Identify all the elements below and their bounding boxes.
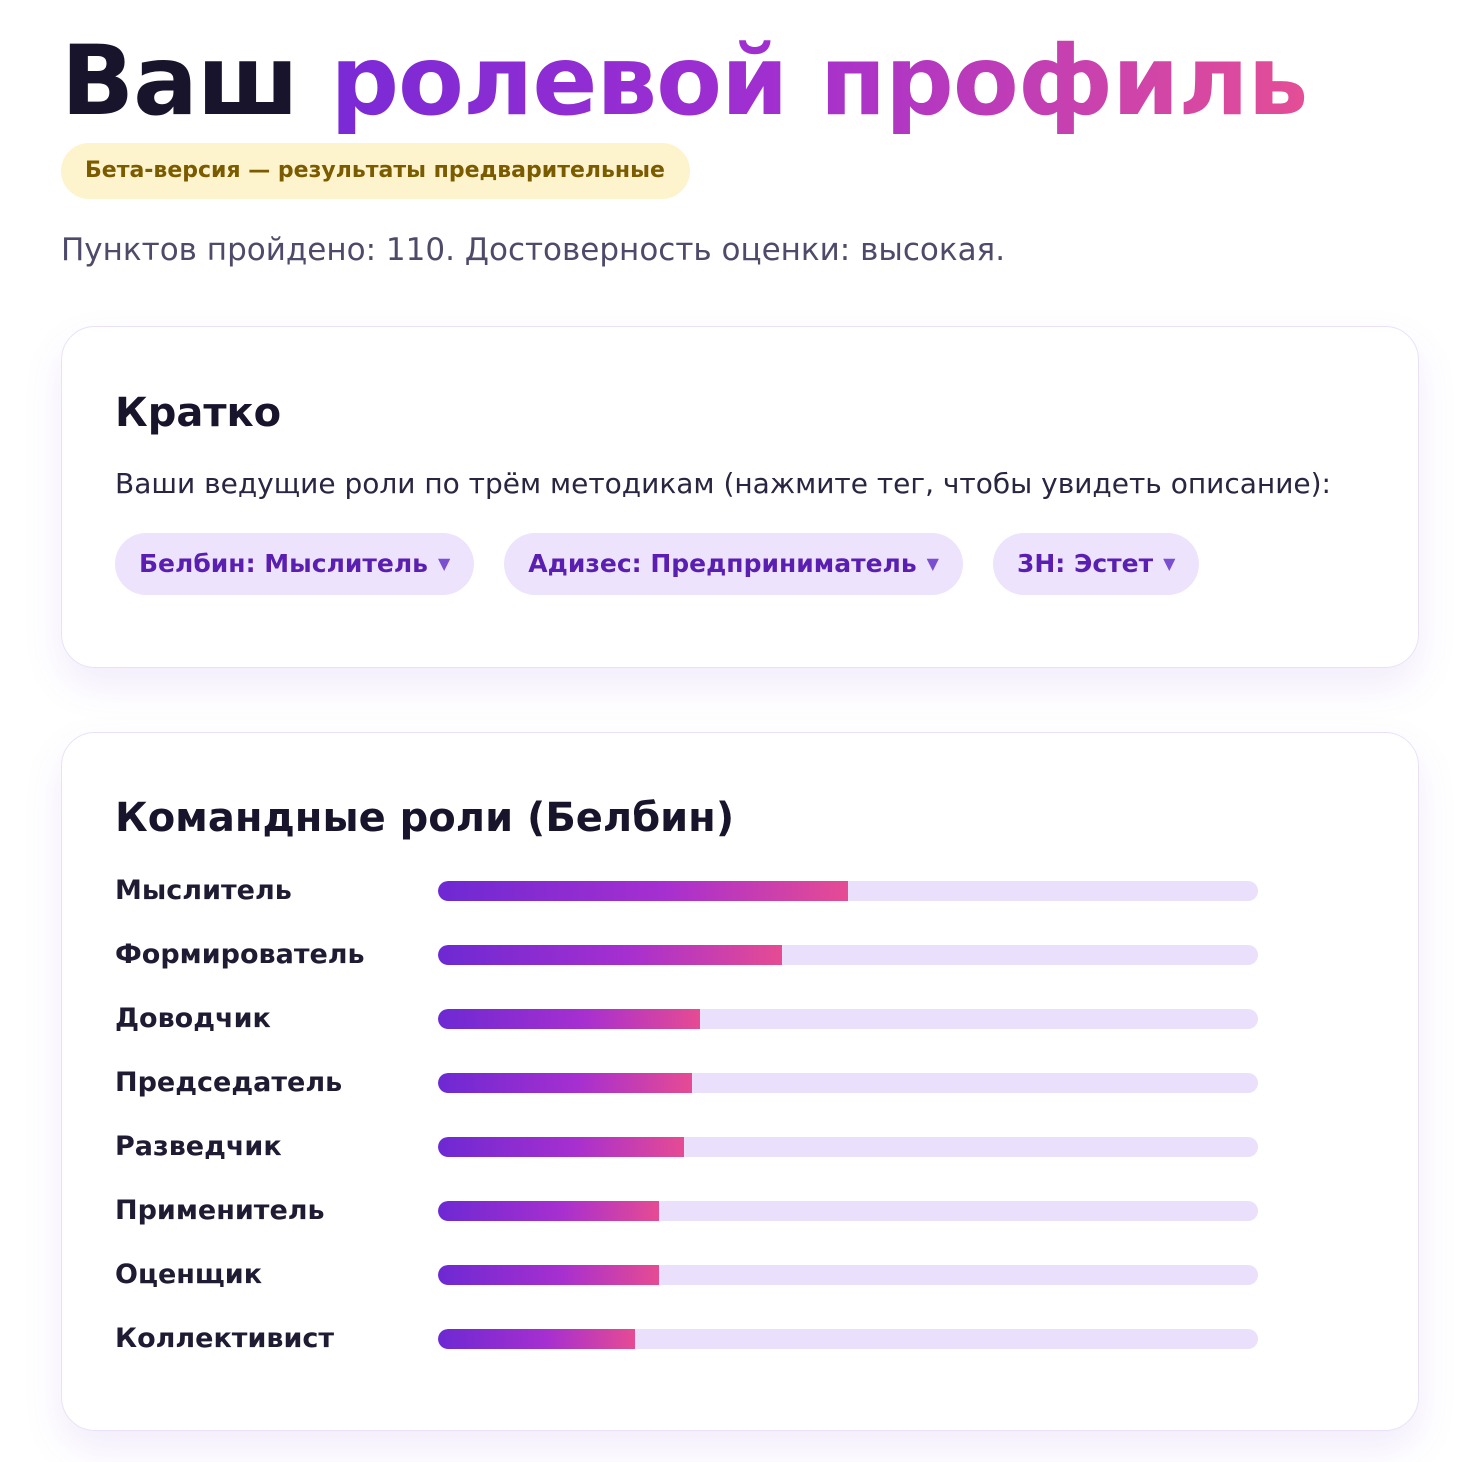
tag-belbin[interactable]: Белбин: Мыслитель ▼ bbox=[115, 533, 475, 595]
role-row: Мыслитель bbox=[115, 873, 1265, 937]
role-row: Формирователь bbox=[115, 937, 1265, 1001]
role-label: Коллективист bbox=[115, 1323, 335, 1354]
role-bar-track bbox=[438, 1073, 1258, 1093]
role-bar-fill bbox=[438, 1009, 701, 1029]
tag-label: 3Н: Эстет bbox=[1016, 549, 1154, 578]
role-label: Доводчик bbox=[115, 1003, 271, 1034]
belbin-title: Командные роли (Белбин) bbox=[115, 795, 735, 841]
belbin-card: Командные роли (Белбин) Мыслитель Формир… bbox=[61, 732, 1419, 1431]
role-row: Оценщик bbox=[115, 1257, 1265, 1321]
role-bar-fill bbox=[438, 945, 783, 965]
chevron-down-icon: ▼ bbox=[926, 554, 939, 573]
role-bar-track bbox=[438, 1009, 1258, 1029]
role-bar-fill bbox=[438, 1201, 660, 1221]
summary-card: Кратко Ваши ведущие роли по трём методик… bbox=[61, 326, 1419, 668]
summary-intro: Ваши ведущие роли по трём методикам (наж… bbox=[115, 467, 1331, 500]
role-bar-track bbox=[438, 881, 1258, 901]
role-row: Применитель bbox=[115, 1193, 1265, 1257]
role-label: Разведчик bbox=[115, 1131, 282, 1162]
role-row: Коллективист bbox=[115, 1321, 1265, 1385]
page-title-accent: ролевой профиль bbox=[330, 25, 1308, 137]
role-bar-track bbox=[438, 1201, 1258, 1221]
role-bar-track bbox=[438, 1265, 1258, 1285]
role-bar-fill bbox=[438, 1265, 660, 1285]
page-title-plain: Ваш bbox=[61, 25, 299, 137]
chevron-down-icon: ▼ bbox=[1163, 554, 1176, 573]
role-bar-track bbox=[438, 1137, 1258, 1157]
role-bar-track bbox=[438, 1329, 1258, 1349]
role-row: Председатель bbox=[115, 1065, 1265, 1129]
tag-label: Адизес: Предприниматель bbox=[528, 549, 917, 578]
beta-badge: Бета-версия — результаты предварительные bbox=[61, 143, 690, 199]
role-bar-fill bbox=[438, 1329, 635, 1349]
assessment-meta: Пунктов пройдено: 110. Достоверность оце… bbox=[61, 232, 1006, 268]
summary-title: Кратко bbox=[115, 390, 282, 436]
role-label: Председатель bbox=[115, 1067, 343, 1098]
tag-label: Белбин: Мыслитель bbox=[139, 549, 428, 578]
role-row: Разведчик bbox=[115, 1129, 1265, 1193]
role-bar-fill bbox=[438, 881, 848, 901]
role-bar-fill bbox=[438, 1137, 684, 1157]
role-bar-track bbox=[438, 945, 1258, 965]
role-label: Оценщик bbox=[115, 1259, 263, 1290]
tag-adizes[interactable]: Адизес: Предприниматель ▼ bbox=[504, 533, 963, 595]
role-row: Доводчик bbox=[115, 1001, 1265, 1065]
tag-3n[interactable]: 3Н: Эстет ▼ bbox=[992, 533, 1200, 595]
role-bar-fill bbox=[438, 1073, 693, 1093]
chevron-down-icon: ▼ bbox=[437, 554, 451, 573]
page-title: Ваш ролевой профиль bbox=[61, 25, 1308, 137]
role-label: Формирователь bbox=[115, 939, 365, 970]
role-label: Мыслитель bbox=[115, 875, 292, 906]
role-label: Применитель bbox=[115, 1195, 325, 1226]
role-tags: Белбин: Мыслитель ▼ Адизес: Предпринимат… bbox=[115, 533, 1200, 595]
role-bars: Мыслитель Формирователь Доводчик Председ… bbox=[115, 873, 1265, 1385]
